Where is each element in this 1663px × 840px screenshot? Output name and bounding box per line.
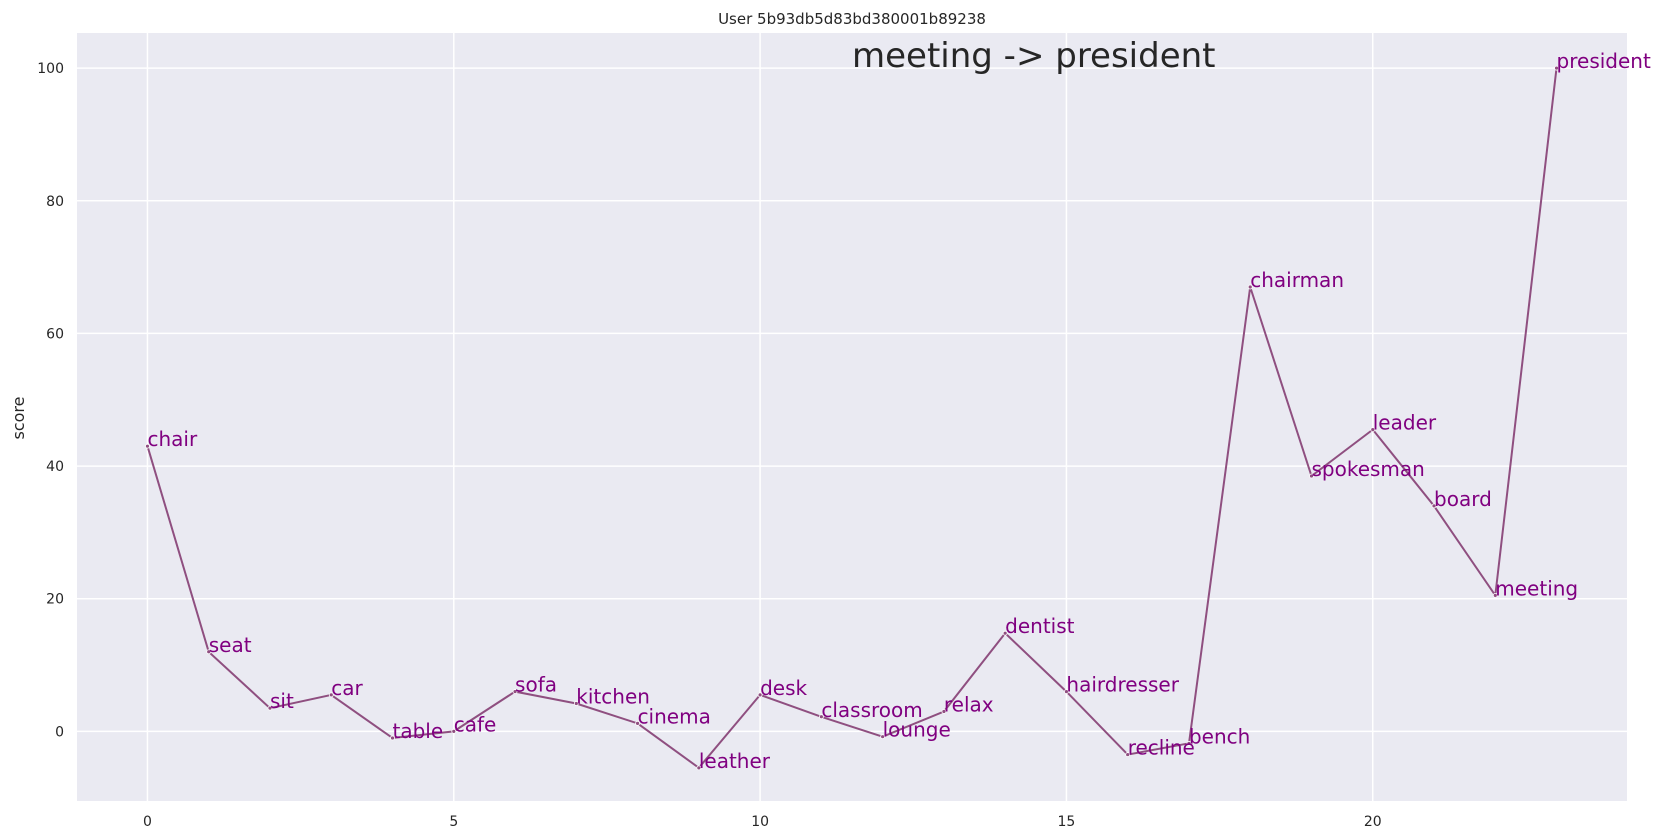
data-point <box>818 714 824 720</box>
point-label: sofa <box>515 673 557 697</box>
point-label: relax <box>944 692 994 716</box>
data-point <box>1309 473 1314 479</box>
y-tick-label: 60 <box>46 326 64 342</box>
point-label: spokesman <box>1311 457 1424 481</box>
y-axis-label: score <box>9 397 28 440</box>
data-point <box>145 443 150 449</box>
series-line <box>146 68 1558 770</box>
point-label: car <box>331 676 363 700</box>
data-point <box>1431 503 1437 509</box>
point-label: meeting <box>1495 576 1578 600</box>
data-point <box>696 765 702 771</box>
data-point <box>573 701 579 706</box>
point-label: cinema <box>638 704 711 728</box>
point-label: classroom <box>821 698 922 722</box>
data-point <box>451 728 457 734</box>
y-tick-label: 0 <box>55 724 64 740</box>
point-label: leather <box>699 749 771 773</box>
point-label: desk <box>760 676 807 700</box>
point-label: chairman <box>1250 268 1344 292</box>
y-axis-ticks: 0 20 40 60 80 100 <box>37 61 64 740</box>
x-tick-label: 15 <box>1058 814 1076 830</box>
point-label: cafe <box>454 712 497 736</box>
point-label: board <box>1434 487 1492 511</box>
data-point <box>206 649 212 655</box>
data-point <box>1247 284 1253 290</box>
data-point <box>1370 427 1376 433</box>
grid <box>77 33 1627 801</box>
data-point <box>390 735 395 741</box>
point-label: table <box>393 719 444 743</box>
chart-annotation: meeting -> president <box>852 36 1216 76</box>
point-label: bench <box>1189 724 1250 748</box>
data-point <box>1125 752 1131 757</box>
x-tick-label: 10 <box>751 814 769 830</box>
x-axis-ticks: 0 5 10 15 20 <box>143 814 1382 830</box>
data-point <box>328 692 334 698</box>
point-label: seat <box>209 633 252 657</box>
y-tick-label: 20 <box>46 592 64 608</box>
data-point <box>1064 689 1069 694</box>
data-point <box>512 689 518 694</box>
point-label: kitchen <box>576 685 650 709</box>
point-label: president <box>1557 49 1651 73</box>
point-labels: chair seat sit car table cafe sofa kitchencinem… <box>147 49 1651 773</box>
chart-title: User 5b93db5d83bd380001b89238 <box>718 10 986 28</box>
data-point <box>635 721 640 726</box>
point-label: chair <box>147 427 197 451</box>
data-point <box>267 705 273 711</box>
data-point <box>941 709 947 714</box>
data-point <box>1492 593 1498 598</box>
data-point <box>1002 630 1008 636</box>
point-label: sit <box>270 689 294 713</box>
point-label: recline <box>1128 736 1195 760</box>
point-label: leader <box>1373 411 1437 435</box>
markers <box>145 65 1559 771</box>
point-label: dentist <box>1005 614 1074 638</box>
x-tick-label: 0 <box>143 814 152 830</box>
data-point <box>757 692 763 698</box>
point-label: lounge <box>883 718 951 742</box>
data-point <box>1186 740 1192 746</box>
x-tick-label: 20 <box>1364 814 1382 830</box>
y-tick-label: 100 <box>37 61 64 77</box>
y-tick-label: 40 <box>46 459 64 475</box>
y-tick-label: 80 <box>46 194 64 210</box>
x-tick-label: 5 <box>449 814 458 830</box>
data-point <box>880 734 886 740</box>
point-label: hairdresser <box>1066 673 1179 697</box>
plot-area <box>77 33 1627 801</box>
data-point <box>1554 65 1559 71</box>
